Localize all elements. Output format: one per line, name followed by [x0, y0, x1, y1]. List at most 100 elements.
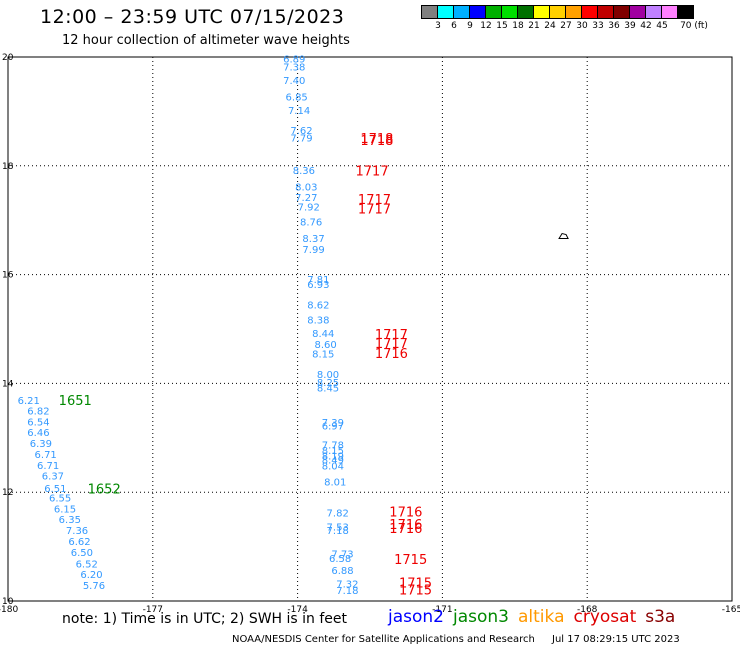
wave-height-label: 7.32 [336, 579, 358, 590]
pass-time-label: 1717 [375, 328, 408, 343]
wave-height-label: 8.76 [300, 218, 322, 229]
credit-line: NOAA/NESDIS Center for Satellite Applica… [232, 634, 535, 645]
color-scale-label: 70 (ft) [680, 21, 708, 31]
color-scale-label: 30 [576, 21, 588, 31]
wave-height-label: 7.53 [327, 522, 349, 533]
wave-height-label: 7.18 [336, 586, 358, 597]
color-scale-label: 33 [592, 21, 604, 31]
wave-height-label: 8.15 [312, 349, 334, 360]
wave-height-label: 8.04 [322, 461, 344, 472]
pass-time-label: 1716 [389, 518, 422, 533]
pass-time-label: 1716 [389, 522, 422, 537]
wave-height-label: 6.85 [286, 93, 308, 104]
color-scale-label: 36 [608, 21, 620, 31]
wave-height-label: 7.92 [298, 202, 320, 213]
wave-height-label: 8.49 [322, 455, 344, 466]
footer-note: note: 1) Time is in UTC; 2) SWH is in fe… [62, 611, 348, 627]
y-tick-label: 10 [2, 597, 14, 607]
wave-height-label: 6.46 [27, 428, 49, 439]
color-scale-label: 42 [640, 21, 652, 31]
wave-height-label: 7.40 [283, 76, 305, 87]
color-scale-label: 45 [656, 21, 668, 31]
y-tick-label: 12 [2, 488, 13, 498]
pass-time-label: 1717 [358, 203, 391, 218]
wave-height-label: 7.39 [322, 418, 344, 429]
generation-timestamp: Jul 17 08:29:15 UTC 2023 [552, 634, 680, 645]
pass-time-label: 1715 [399, 583, 432, 598]
y-tick-label: 14 [2, 379, 14, 389]
wave-height-label: 6.71 [37, 461, 59, 472]
wave-height-label: 8.44 [312, 329, 334, 340]
pass-time-label: 1652 [88, 482, 121, 497]
wave-height-label: 6.89 [283, 54, 305, 65]
wave-height-label: 6.54 [27, 417, 49, 428]
y-tick-label: 18 [2, 162, 14, 172]
wave-height-label: 6.37 [42, 472, 64, 483]
wave-height-label: 7.27 [295, 193, 317, 204]
x-tick-label: -174 [287, 605, 308, 615]
wave-height-label: 6.15 [54, 504, 76, 515]
wave-height-label: 7.14 [288, 106, 310, 117]
wave-height-label: 7.78 [322, 441, 344, 452]
color-scale-label: 3 [435, 21, 441, 31]
wave-height-label: 7.81 [307, 275, 329, 286]
pass-time-label: 1716 [375, 347, 408, 362]
pass-time-label: 1718 [360, 132, 393, 147]
wave-height-label: 8.03 [295, 182, 317, 193]
wave-height-label: 6.88 [331, 566, 353, 577]
legend-entry-jason3: jason3 [453, 607, 509, 627]
wave-height-label: 6.39 [30, 439, 52, 450]
x-tick-label: -168 [577, 605, 598, 615]
pass-time-label: 1716 [389, 506, 422, 521]
wave-height-label: 8.45 [317, 384, 339, 395]
wave-height-label: 8.25 [317, 378, 339, 389]
color-scale-labels: 3 6 9 12 15 18 21 24 27 30 33 36 39 42 45 70 (ft) [422, 21, 740, 35]
wave-height-label: 6.97 [322, 422, 344, 433]
wave-height-label: 7.62 [290, 126, 312, 137]
wave-height-label: 6.20 [80, 570, 102, 581]
wave-height-label: 6.55 [49, 493, 71, 504]
pass-time-label: 1715 [399, 576, 432, 591]
color-scale-label: 9 [467, 21, 473, 31]
color-scale-label: 6 [451, 21, 457, 31]
y-tick-label: 16 [2, 271, 14, 281]
color-scale-bar [421, 5, 694, 19]
wave-height-label: 6.62 [68, 537, 90, 548]
x-tick-label: -165 [722, 605, 740, 615]
pass-time-label: 1651 [59, 394, 92, 409]
color-scale-label: 24 [544, 21, 556, 31]
wave-height-label: 8.01 [324, 478, 346, 489]
x-tick-label: -171 [432, 605, 452, 615]
color-scale-swatch [677, 5, 694, 19]
wave-height-label: 6.93 [307, 280, 329, 291]
plot-frame [7, 56, 733, 602]
wave-height-label: 7.79 [290, 133, 312, 144]
legend-entry-cryosat: cryosat [573, 607, 637, 627]
wave-height-label: 8.00 [317, 370, 339, 381]
pass-time-label: 1717 [356, 165, 389, 180]
wave-height-label: 8.60 [314, 340, 336, 351]
wave-height-label: 7.18 [327, 526, 349, 537]
wave-height-label: 7.82 [327, 509, 349, 520]
wave-height-label: 7.36 [66, 526, 88, 537]
satellite-legend: jason2 jason3 altika cryosat s3a [388, 607, 684, 627]
chart-subtitle: 12 hour collection of altimeter wave hei… [62, 33, 350, 48]
wave-height-label: 6.82 [27, 406, 49, 417]
chart-title: 12:00 – 23:59 UTC 07/15/2023 [40, 6, 345, 28]
wave-height-label: 7.73 [331, 549, 353, 560]
wave-height-label: 6.58 [329, 554, 351, 565]
color-scale-label: 18 [512, 21, 524, 31]
wave-height-label: 5.76 [83, 581, 105, 592]
wave-height-label: 6.71 [35, 450, 57, 461]
wave-height-label: 8.37 [302, 234, 324, 245]
y-tick-label: 20 [2, 53, 14, 63]
wave-height-label: 8.15 [322, 446, 344, 457]
island-outline [558, 232, 569, 240]
x-tick-label: -180 [0, 605, 18, 615]
wave-height-label: 6.21 [18, 396, 40, 407]
legend-entry-jason2: jason2 [388, 607, 444, 627]
wave-height-label: 8.38 [307, 316, 329, 327]
color-scale-label: 21 [528, 21, 540, 31]
color-scale-label: 12 [480, 21, 492, 31]
